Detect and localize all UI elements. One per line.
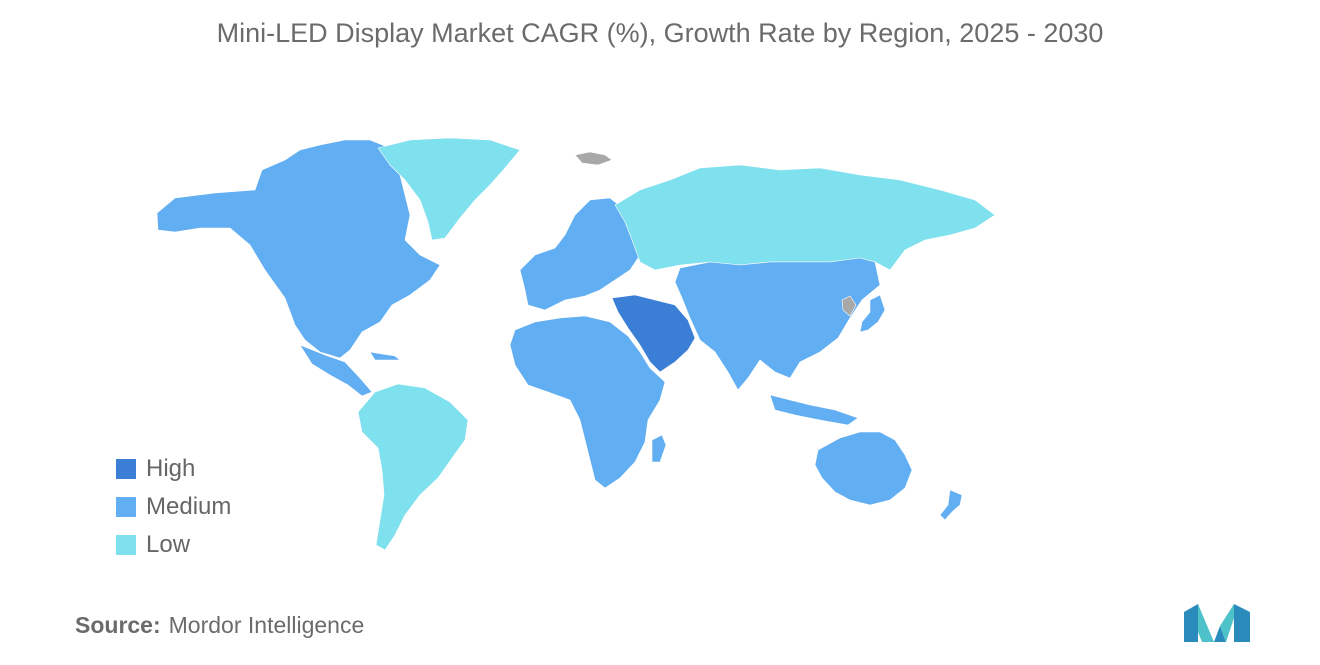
region-australia	[814, 431, 913, 506]
legend-swatch-high	[116, 459, 136, 479]
region-caribbean	[369, 351, 401, 361]
region-southeast-asia	[769, 394, 859, 426]
world-map	[156, 137, 996, 551]
region-middle-east	[611, 294, 696, 373]
region-greenland	[377, 137, 521, 241]
region-svalbard	[574, 151, 613, 166]
region-madagascar	[651, 434, 667, 463]
region-south-america	[357, 383, 469, 551]
source-value: Mordor Intelligence	[168, 612, 365, 638]
chart-title: Mini-LED Display Market CAGR (%), Growth…	[216, 18, 1104, 48]
region-north-america	[156, 139, 441, 359]
region-korea	[841, 295, 857, 317]
region-russia	[614, 164, 996, 271]
region-africa	[509, 315, 666, 489]
legend-item-high: High	[116, 450, 231, 488]
region-new-zealand	[939, 489, 963, 521]
mordor-logo-icon	[1184, 604, 1250, 642]
legend-item-low: Low	[116, 526, 231, 564]
source-label: Source:	[75, 612, 161, 638]
legend-swatch-low	[116, 535, 136, 555]
source-line: Source: Mordor Intelligence	[75, 612, 364, 639]
legend: High Medium Low	[116, 450, 231, 564]
legend-item-medium: Medium	[116, 488, 231, 526]
region-asia	[674, 257, 881, 391]
legend-label-low: Low	[146, 531, 191, 558]
region-japan	[859, 294, 886, 333]
region-central-america	[299, 344, 373, 397]
legend-label-high: High	[146, 455, 196, 482]
legend-label-medium: Medium	[146, 493, 232, 520]
legend-swatch-medium	[116, 497, 136, 517]
